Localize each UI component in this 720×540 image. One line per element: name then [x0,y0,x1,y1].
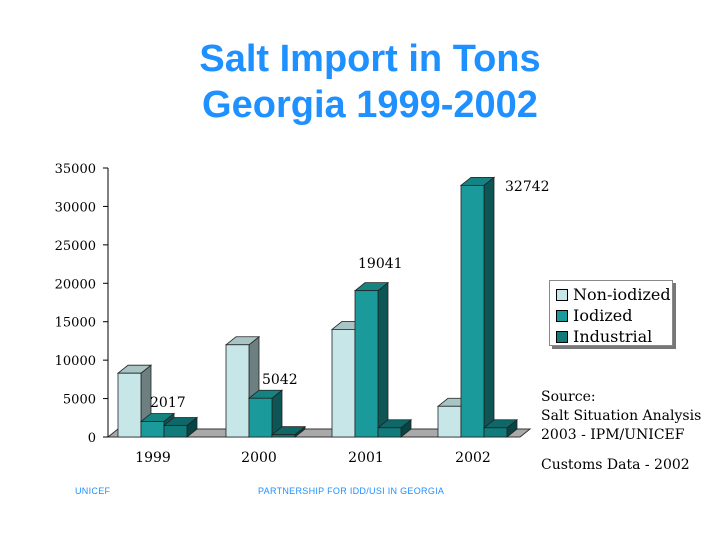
bar-iodized-2000 [247,389,284,438]
data-label-2002: 32742 [505,179,550,195]
bar-industrial-1999 [162,416,199,438]
source-note: Source: Salt Situation Analysis 2003 - I… [541,388,701,445]
data-label-2000: 5042 [262,372,298,388]
title-line-1: Salt Import in Tons [199,38,541,80]
bar-iodized-2002 [459,176,496,438]
legend-item-non-iodized: Non-iodized [556,284,672,305]
y-tick-label-0: 0 [88,431,96,446]
y-tick-label-5000: 5000 [63,393,96,408]
x-tick-label-1999: 1999 [135,450,171,466]
chart-title: Salt Import in Tons Georgia 1999-2002 [0,36,720,128]
y-tick-label-35000: 35000 [55,162,96,177]
x-tick-label-2001: 2001 [348,450,384,466]
y-tick-label-10000: 10000 [55,354,96,369]
legend-label-non-iodized: Non-iodized [573,285,671,304]
x-tick-label-2002: 2002 [455,450,491,466]
y-tick-label-15000: 15000 [55,316,96,331]
bar-industrial-2001 [376,418,413,438]
legend-item-industrial: Industrial [556,326,672,347]
bar-iodized-2001 [353,281,390,438]
legend-swatch-industrial [556,330,568,343]
legend-item-iodized: Iodized [556,305,672,326]
bar-industrial-2002 [482,418,519,438]
bar-industrial-2000 [270,425,307,438]
data-label-1999: 2017 [150,395,186,411]
legend-label-iodized: Iodized [573,306,633,325]
x-tick-label-2000: 2000 [241,450,277,466]
legend-label-industrial: Industrial [573,327,653,346]
legend-swatch-iodized [556,309,568,322]
y-tick-label-25000: 25000 [55,239,96,254]
footer-left: UNICEF [75,486,111,496]
data-label-2001: 19041 [358,256,403,272]
y-tick-label-20000: 20000 [55,277,96,292]
chart-legend: Non-iodized Iodized Industrial [549,280,673,346]
customs-note: Customs Data - 2002 [541,457,690,473]
title-line-2: Georgia 1999-2002 [202,84,538,126]
source-line-1: Source: [541,389,596,405]
source-line-2: Salt Situation Analysis [541,408,702,424]
bar-non-iodized-1999 [116,364,153,438]
footer-center: PARTNERSHIP FOR IDD/USI IN GEORGIA [258,486,445,496]
y-tick-label-30000: 30000 [55,200,96,215]
source-line-3: 2003 - IPM/UNICEF [541,427,685,443]
legend-swatch-non-iodized [556,288,568,301]
